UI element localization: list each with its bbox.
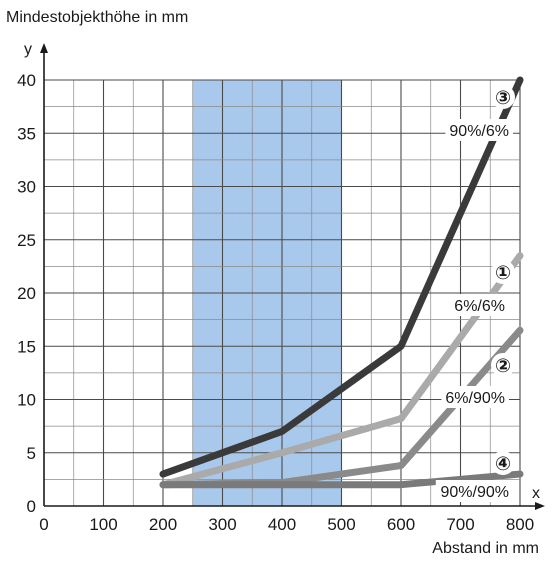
- y-tick-label: 20: [17, 284, 36, 303]
- y-tick-label: 40: [17, 71, 36, 90]
- x-tick-label: 200: [149, 515, 177, 534]
- x-tick-label: 0: [39, 515, 48, 534]
- y-tick-label: 5: [27, 444, 36, 463]
- series-line-1: [159, 76, 524, 478]
- series-label-background: [435, 480, 513, 502]
- series-label-background: [441, 386, 509, 408]
- series-label-background: [451, 294, 509, 316]
- series-line-2: [159, 252, 524, 489]
- y-axis-title: Mindestobjekthöhe in mm: [6, 9, 188, 26]
- series-label-1: 90%/6%: [449, 123, 509, 140]
- grid-layer: [44, 79, 521, 506]
- x-axis-title: Abstand in mm: [432, 540, 539, 557]
- y-tick-label: 0: [27, 497, 36, 516]
- x-tick-label: 300: [208, 515, 236, 534]
- series-marker-4: ④: [495, 454, 511, 475]
- y-tick-label: 30: [17, 178, 36, 197]
- series-marker-background: [491, 451, 515, 475]
- y-tick-label: 15: [17, 337, 36, 356]
- x-tick-label: 500: [327, 515, 355, 534]
- x-tick-label: 600: [387, 515, 415, 534]
- y-tick-label: 10: [17, 391, 36, 410]
- x-axis-arrow: [535, 502, 545, 510]
- y-tick-label: 35: [17, 124, 36, 143]
- series-marker-background: [491, 353, 515, 377]
- series-label-2: 6%/6%: [454, 298, 505, 315]
- x-tick-label: 800: [506, 515, 534, 534]
- series-label-background: [445, 119, 513, 141]
- axis-layer: 0 100 200 300 400 500 600 700 800 0 5 10 15 20 25 30 35 4…: [17, 43, 545, 534]
- x-tick-label: 700: [446, 515, 474, 534]
- series-marker-background: [491, 85, 515, 109]
- series-layer: [159, 76, 524, 489]
- series-label-layer: 90%/6% ③ 6%/6% ① 6%/90% ② 90%/90% ④: [435, 85, 515, 502]
- series-marker-background: [491, 260, 515, 284]
- series-label-4: 90%/90%: [441, 484, 510, 501]
- x-tick-label: 100: [89, 515, 117, 534]
- x-axis-letter: x: [532, 485, 540, 502]
- y-tick-label: 25: [17, 231, 36, 250]
- series-marker-2: ①: [495, 263, 511, 284]
- series-marker-3: ②: [495, 356, 511, 377]
- series-label-3: 6%/90%: [445, 390, 505, 407]
- x-tick-label: 400: [268, 515, 296, 534]
- y-axis-letter: y: [24, 41, 32, 58]
- series-line-4: [159, 470, 524, 489]
- y-axis-arrow: [40, 43, 48, 53]
- series-marker-1: ③: [495, 88, 511, 109]
